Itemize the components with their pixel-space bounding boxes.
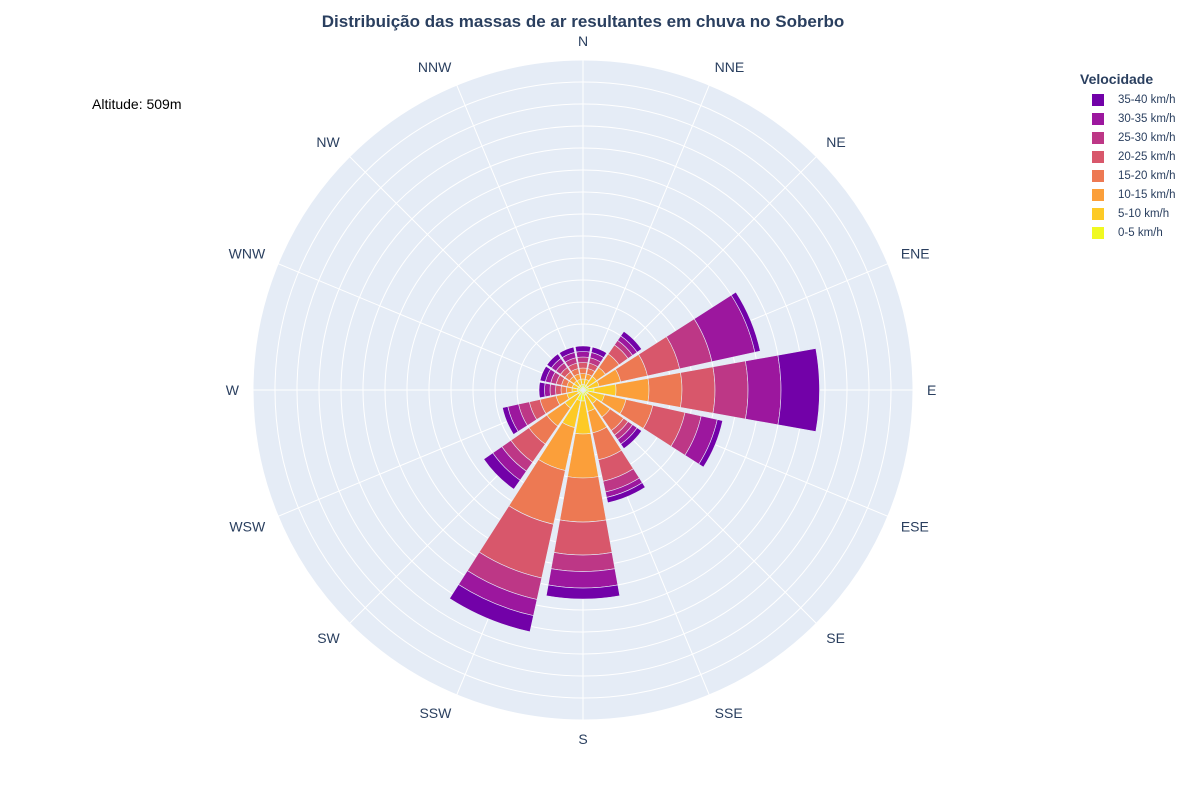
angular-label-SW: SW	[317, 630, 340, 646]
legend-item[interactable]: 20-25 km/h	[1080, 147, 1176, 166]
altitude-annotation: Altitude: 509m	[92, 96, 182, 112]
wind-bar-E-30-35km-h	[745, 354, 782, 426]
legend-label: 20-25 km/h	[1118, 150, 1176, 163]
legend-items: 35-40 km/h 30-35 km/h 25-30 km/h 20-25 km/h…	[1080, 90, 1176, 242]
wind-bar-S-30-35km-h	[547, 568, 619, 589]
legend-item[interactable]: 0-5 km/h	[1080, 223, 1176, 242]
angular-label-SE: SE	[826, 630, 845, 646]
wind-bar-S-15-20km-h	[559, 476, 607, 523]
angular-label-S: S	[578, 731, 587, 747]
wind-bar-W-35-40km-h	[538, 381, 546, 399]
legend-swatch	[1092, 93, 1104, 106]
angular-label-NE: NE	[826, 134, 845, 150]
wind-bar-ESE-35-40km-h	[698, 419, 724, 468]
legend-item[interactable]: 15-20 km/h	[1080, 166, 1176, 185]
polar-bars	[449, 291, 820, 633]
wind-bar-E-25-30km-h	[712, 360, 749, 420]
angular-label-ENE: ENE	[901, 245, 930, 261]
legend-title: Velocidade	[1080, 71, 1154, 87]
angular-label-N: N	[578, 33, 588, 49]
legend-label: 35-40 km/h	[1118, 93, 1176, 106]
angular-gridline	[277, 263, 584, 391]
legend: Velocidade 35-40 km/h 30-35 km/h 25-30 km/…	[1080, 71, 1176, 242]
angular-label-WNW: WNW	[229, 245, 266, 261]
angular-label-ESE: ESE	[901, 519, 929, 535]
wind-bar-E-35-40km-h	[777, 348, 820, 432]
legend-swatch	[1092, 169, 1104, 182]
legend-swatch	[1092, 150, 1104, 163]
angular-label-WSW: WSW	[229, 519, 266, 535]
wind-bar-N-25-30km-h	[576, 356, 590, 364]
wind-bar-S-25-30km-h	[550, 552, 616, 572]
legend-label: 10-15 km/h	[1118, 188, 1176, 201]
wind-bar-W-25-30km-h	[549, 383, 557, 397]
wind-bar-WNW-35-40km-h	[539, 365, 551, 383]
chart-title: Distribuição das massas de ar resultante…	[321, 12, 845, 31]
legend-label: 30-35 km/h	[1118, 112, 1176, 125]
legend-swatch	[1092, 207, 1104, 220]
angular-label-SSE: SSE	[715, 705, 743, 721]
wind-bar-W-10-15km-h	[566, 386, 573, 394]
legend-item[interactable]: 5-10 km/h	[1080, 204, 1176, 223]
wind-bar-NNE-35-40km-h	[590, 346, 608, 358]
wind-bar-N-15-20km-h	[578, 367, 588, 375]
wind-bar-E-20-25km-h	[680, 366, 716, 414]
angular-label-NNW: NNW	[418, 59, 452, 75]
wind-bar-N-35-40km-h	[574, 345, 592, 353]
angular-label-W: W	[226, 382, 240, 398]
wind-bar-WSW-35-40km-h	[502, 406, 519, 435]
legend-item[interactable]: 10-15 km/h	[1080, 185, 1176, 204]
angular-gridline	[349, 156, 584, 391]
wind-bar-N-20-25km-h	[577, 362, 589, 369]
wind-bar-SSE-35-40km-h	[606, 482, 646, 504]
legend-swatch	[1092, 226, 1104, 239]
wind-bar-E-15-20km-h	[647, 372, 683, 408]
wind-bar-S-20-25km-h	[553, 519, 613, 556]
legend-swatch	[1092, 131, 1104, 144]
legend-label: 5-10 km/h	[1118, 207, 1170, 220]
legend-swatch	[1092, 112, 1104, 125]
legend-item[interactable]: 30-35 km/h	[1080, 109, 1176, 128]
wind-bar-W-30-35km-h	[544, 382, 551, 398]
angular-tick-labels: N NNE NE ENE E ESE SE SSE S SSW SW WSW W WNW NW NNW	[226, 33, 937, 747]
angular-gridline	[582, 84, 710, 391]
angular-label-NNE: NNE	[715, 59, 745, 75]
legend-label: 15-20 km/h	[1118, 169, 1176, 182]
wind-bar-SSW-35-40km-h	[449, 584, 534, 633]
angular-gridline	[456, 84, 584, 391]
wind-bar-NE-35-40km-h	[620, 330, 643, 353]
legend-item[interactable]: 25-30 km/h	[1080, 128, 1176, 147]
legend-swatch	[1092, 188, 1104, 201]
polar-chart: N NNE NE ENE E ESE SE SSE S SSW SW WSW W WNW NW NNW	[226, 33, 937, 747]
wind-bar-W-15-20km-h	[560, 385, 568, 395]
wind-bar-SW-35-40km-h	[483, 452, 521, 490]
wind-bar-W-20-25km-h	[555, 384, 562, 396]
legend-label: 0-5 km/h	[1118, 226, 1163, 239]
wind-bar-N-30-35km-h	[575, 351, 591, 358]
wind-bar-NNW-35-40km-h	[558, 346, 576, 358]
wind-bar-N-10-15km-h	[579, 373, 587, 380]
wind-bar-SE-35-40km-h	[620, 427, 643, 450]
wind-bar-ENE-35-40km-h	[730, 291, 761, 353]
legend-label: 25-30 km/h	[1118, 131, 1176, 144]
legend-item[interactable]: 35-40 km/h	[1080, 90, 1176, 109]
wind-bar-NW-35-40km-h	[546, 353, 562, 369]
angular-label-E: E	[927, 382, 936, 398]
angular-label-SSW: SSW	[419, 705, 452, 721]
angular-label-NW: NW	[316, 134, 340, 150]
wind-bar-S-35-40km-h	[545, 584, 621, 600]
